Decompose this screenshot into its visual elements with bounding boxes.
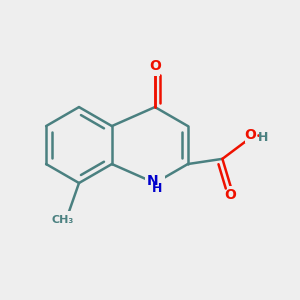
Text: O: O bbox=[149, 59, 161, 73]
Text: O: O bbox=[225, 188, 237, 203]
Text: CH₃: CH₃ bbox=[52, 215, 74, 225]
FancyBboxPatch shape bbox=[62, 211, 74, 220]
FancyBboxPatch shape bbox=[145, 176, 165, 190]
FancyBboxPatch shape bbox=[227, 186, 237, 196]
FancyBboxPatch shape bbox=[244, 134, 254, 143]
Text: H: H bbox=[152, 182, 162, 195]
Text: N: N bbox=[146, 174, 158, 188]
Text: O: O bbox=[244, 128, 256, 142]
Text: H: H bbox=[258, 131, 268, 144]
Text: •: • bbox=[256, 132, 261, 141]
FancyBboxPatch shape bbox=[150, 66, 160, 76]
